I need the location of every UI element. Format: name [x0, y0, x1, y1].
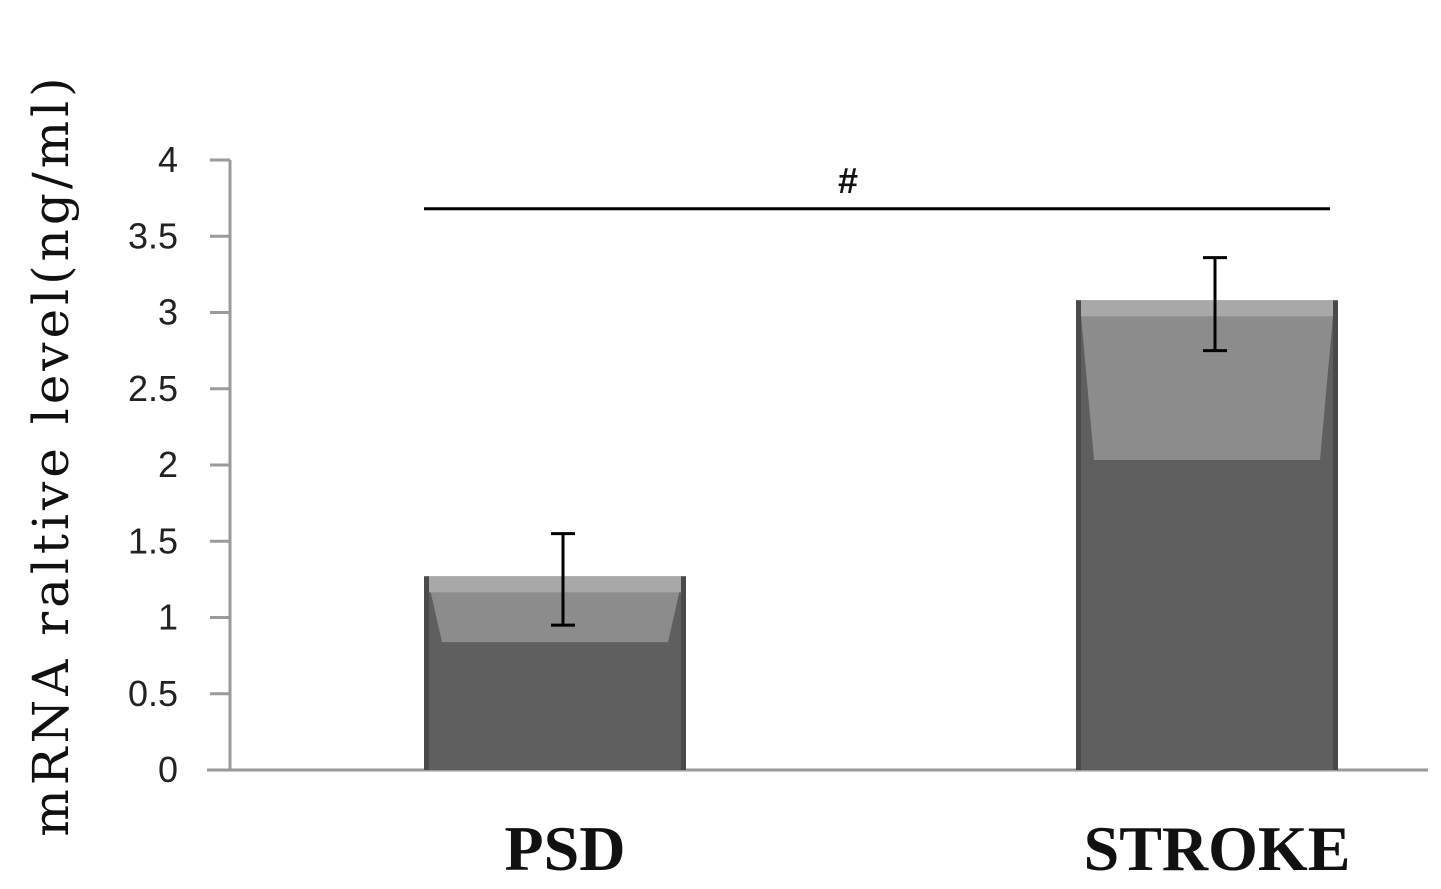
- y-tick-label: 0: [158, 749, 178, 790]
- y-tick-label: 0.5: [128, 673, 178, 714]
- bar-right-edge: [1333, 300, 1338, 770]
- y-tick-label: 2.5: [128, 368, 178, 409]
- y-tick-label: 1.5: [128, 520, 178, 561]
- y-axis-title: mRNA raltive level(ng/ml): [22, 73, 80, 836]
- y-tick-label: 3.5: [128, 215, 178, 256]
- bar-highlight: [1080, 304, 1334, 460]
- y-tick-label: 3: [158, 292, 178, 333]
- y-tick-label: 2: [158, 444, 178, 485]
- significance-annotation: #: [424, 160, 1330, 211]
- error-bar-stroke: [1203, 256, 1227, 353]
- bar-right-edge: [681, 576, 686, 770]
- bar-top-edge: [1078, 300, 1336, 317]
- bar-highlight: [428, 580, 682, 643]
- x-tick-labels: PSD STROKE: [505, 813, 1351, 884]
- bar-psd: [424, 576, 686, 770]
- y-ticks: 0 0.5 1 1.5 2 2.5 3 3.5 4: [128, 139, 230, 790]
- y-tick-label: 1: [158, 597, 178, 638]
- bar-left-edge: [424, 576, 429, 770]
- error-bar-psd: [551, 532, 575, 627]
- bar-left-edge: [1076, 300, 1081, 770]
- significance-label: #: [838, 160, 858, 201]
- x-tick-label-psd: PSD: [505, 813, 626, 884]
- x-tick-label-stroke: STROKE: [1084, 813, 1351, 884]
- bar-top-edge: [426, 576, 684, 593]
- y-tick-label: 4: [158, 139, 178, 180]
- error-bars: [551, 256, 1227, 627]
- bars: [424, 300, 1338, 770]
- bar-stroke: [1076, 300, 1338, 770]
